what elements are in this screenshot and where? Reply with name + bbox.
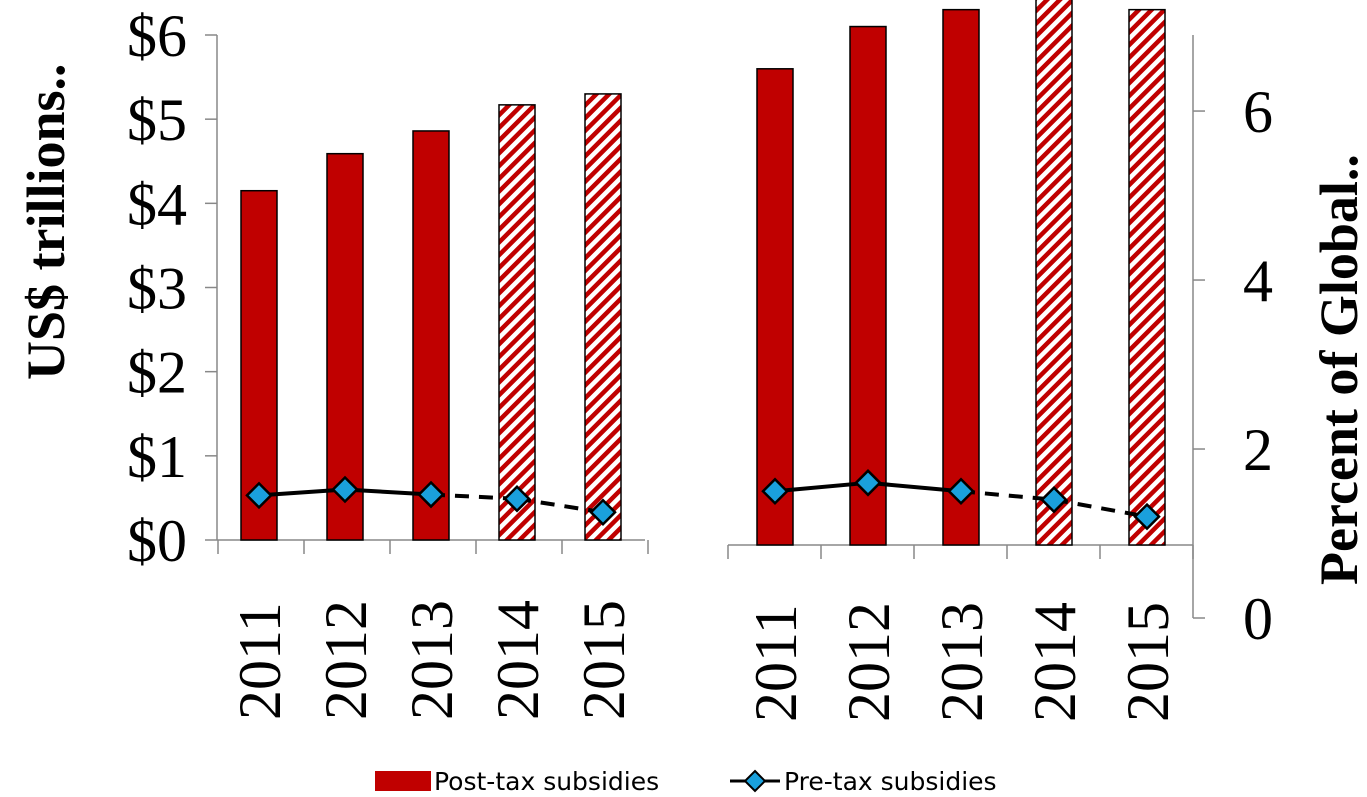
- left-x-tick-label: 2014: [485, 600, 551, 720]
- right-line-segment: [960, 489, 1055, 502]
- left-y-tick-label: $3: [127, 256, 187, 322]
- left-y-tick-label: $6: [127, 3, 187, 69]
- right-x-tick-label: 2013: [929, 602, 995, 722]
- left-x-tick-label: 2011: [227, 602, 293, 720]
- right-bar-2014: [1035, 0, 1073, 546]
- left-marker-2012: [331, 475, 359, 504]
- right-panel: 0 2 4 6 2011 2012 2013 2014 2015 Percent of Globa…: [727, 0, 1367, 722]
- left-x-tick-label: 2012: [313, 600, 379, 720]
- right-x-tick-label: 2014: [1022, 602, 1088, 722]
- left-y-tick-label: $5: [127, 87, 187, 153]
- legend-label-pre-tax: Pre-tax subsidies: [784, 767, 997, 796]
- right-bar-2012: [849, 25, 887, 546]
- left-axis-title: US$ trillions..: [16, 63, 76, 380]
- left-marker-2015: [589, 498, 617, 526]
- right-marker-2011: [761, 477, 789, 506]
- right-bar-2015: [1128, 8, 1166, 546]
- legend-marker-pre-tax: [743, 769, 767, 793]
- right-y-tick-label: 4: [1243, 248, 1273, 314]
- left-bar-2014: [498, 104, 536, 541]
- right-bar-2013: [942, 8, 980, 546]
- left-marker-2011: [245, 481, 273, 510]
- right-axis-title: Percent of Global..: [1309, 154, 1367, 585]
- left-bar-2015: [584, 93, 622, 541]
- right-marker-2015: [1133, 502, 1161, 531]
- left-line-segment: [344, 487, 432, 497]
- left-x-tick-label: 2013: [399, 600, 465, 720]
- left-line-segment: [258, 487, 346, 498]
- right-bar-2011: [756, 68, 794, 546]
- right-marker-2012: [854, 469, 882, 497]
- left-y-tick-label: $0: [127, 508, 187, 574]
- right-y-tick-label: 6: [1243, 79, 1273, 145]
- legend-swatch-post-tax: [375, 771, 431, 791]
- legend: Post-tax subsidies Pre-tax subsidies: [375, 767, 997, 796]
- left-marker-2013: [417, 480, 445, 509]
- left-line-segment: [516, 496, 604, 515]
- right-marker-2014: [1040, 485, 1068, 514]
- legend-label-post-tax: Post-tax subsidies: [434, 767, 659, 796]
- right-y-tick-label: 2: [1243, 417, 1273, 483]
- left-y-tick-label: $2: [127, 340, 187, 406]
- left-x-tick-label: 2015: [571, 600, 637, 720]
- right-marker-2013: [947, 477, 975, 506]
- left-y-tick-label: $1: [127, 424, 187, 490]
- right-x-tick-label: 2015: [1115, 602, 1181, 722]
- right-line-segment: [867, 480, 962, 494]
- left-bar-2012: [326, 152, 364, 541]
- left-panel: $0 $1 $2 $3 $4 $5 $6 2011 2012 2013 2014 2015 US$ tr…: [16, 3, 649, 720]
- left-bar-2013: [412, 130, 450, 541]
- left-marker-2014: [503, 484, 531, 513]
- right-y-tick-label: 0: [1243, 586, 1273, 652]
- right-x-tick-label: 2011: [743, 604, 809, 722]
- left-y-tick-label: $4: [127, 171, 187, 237]
- right-line-segment: [774, 480, 869, 494]
- right-x-tick-label: 2012: [836, 602, 902, 722]
- right-line-segment: [1053, 497, 1148, 519]
